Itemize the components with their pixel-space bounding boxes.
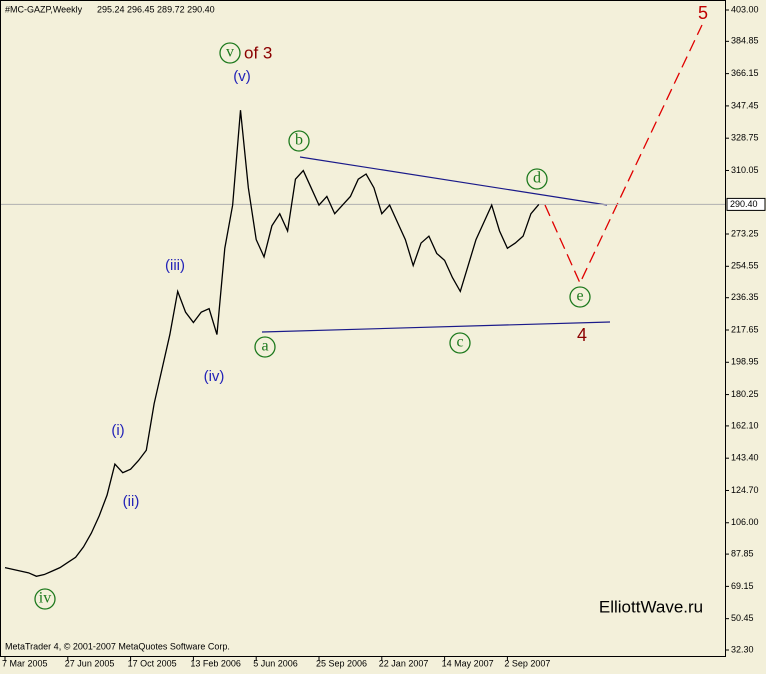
circle [449, 332, 471, 354]
circle [569, 286, 591, 308]
wave-label: (iii) [165, 257, 185, 274]
y-tick-label: 403.00 [731, 4, 759, 14]
y-tick-label: 50.45 [731, 613, 754, 623]
quote: 295.24 296.45 289.72 290.40 [97, 4, 215, 14]
wave-label: (ii) [123, 493, 140, 510]
y-tick-label: 162.10 [731, 420, 759, 430]
wave-label: 5 [698, 3, 708, 23]
y-tick-label: 106.00 [731, 517, 759, 527]
y-tick-label: 310.05 [731, 165, 759, 175]
y-tick-label: 366.15 [731, 68, 759, 78]
x-tick-label: 25 Sep 2006 [316, 658, 367, 668]
wave-label: v [226, 44, 234, 61]
wave-label: a [261, 338, 268, 355]
x-tick-label: 17 Oct 2005 [128, 658, 177, 668]
circle [219, 42, 241, 64]
trendline [299, 156, 608, 206]
wave-label: (iv) [204, 368, 225, 385]
x-tick-label: 27 Jun 2005 [65, 658, 115, 668]
y-tick-label: 180.25 [731, 389, 759, 399]
y-tick-label: 198.95 [731, 357, 759, 367]
y-tick-label: 347.45 [731, 100, 759, 110]
wave-labels: v a b c d e iv [34, 42, 591, 610]
chart-title: #MC-GAZP,Weekly [5, 4, 83, 14]
price-box [726, 197, 766, 211]
y-tick-label: 69.15 [731, 581, 754, 591]
price-line-series [4, 110, 540, 577]
x-tick-label: 13 Feb 2006 [190, 658, 241, 668]
y-tick-label: 143.40 [731, 453, 759, 463]
wave-label: d [533, 170, 541, 187]
wave-label: of 3 [244, 43, 272, 62]
y-tick-label: 87.85 [731, 548, 754, 558]
y-tick-label: 254.55 [731, 261, 759, 271]
y-tick-label: 384.85 [731, 36, 759, 46]
circle [288, 130, 310, 152]
trendline [261, 321, 611, 333]
x-tick-label: 5 Jun 2006 [253, 658, 298, 668]
wave-label: (i) [111, 422, 124, 439]
y-tick-label: 328.75 [731, 133, 759, 143]
circle [254, 336, 276, 358]
y-tick-label: 124.70 [731, 485, 759, 495]
wave-label: e [576, 288, 583, 305]
wave-label: c [456, 334, 463, 351]
circle [34, 588, 56, 610]
projection [544, 24, 703, 285]
wave-label: 4 [577, 325, 587, 345]
footer: MetaTrader 4, © 2001-2007 MetaQuotes Sof… [5, 641, 230, 651]
y-tick-label: 32.30 [731, 644, 754, 654]
wave-label: iv [39, 590, 51, 607]
y-tick-label: 236.35 [731, 292, 759, 302]
price-label: 290.40 [730, 199, 758, 209]
x-tick-label: 14 May 2007 [442, 658, 494, 668]
wave-label: (v) [233, 68, 251, 85]
y-tick-label: 217.65 [731, 324, 759, 334]
watermark: ElliottWave.ru [599, 597, 703, 616]
x-tick-label: 2 Sep 2007 [504, 658, 550, 668]
y-tick-label: 273.25 [731, 228, 759, 238]
wave-label: b [295, 132, 303, 149]
x-tick-label: 22 Jan 2007 [379, 658, 429, 668]
x-tick-label: 7 Mar 2005 [2, 658, 48, 668]
circle [526, 168, 548, 190]
